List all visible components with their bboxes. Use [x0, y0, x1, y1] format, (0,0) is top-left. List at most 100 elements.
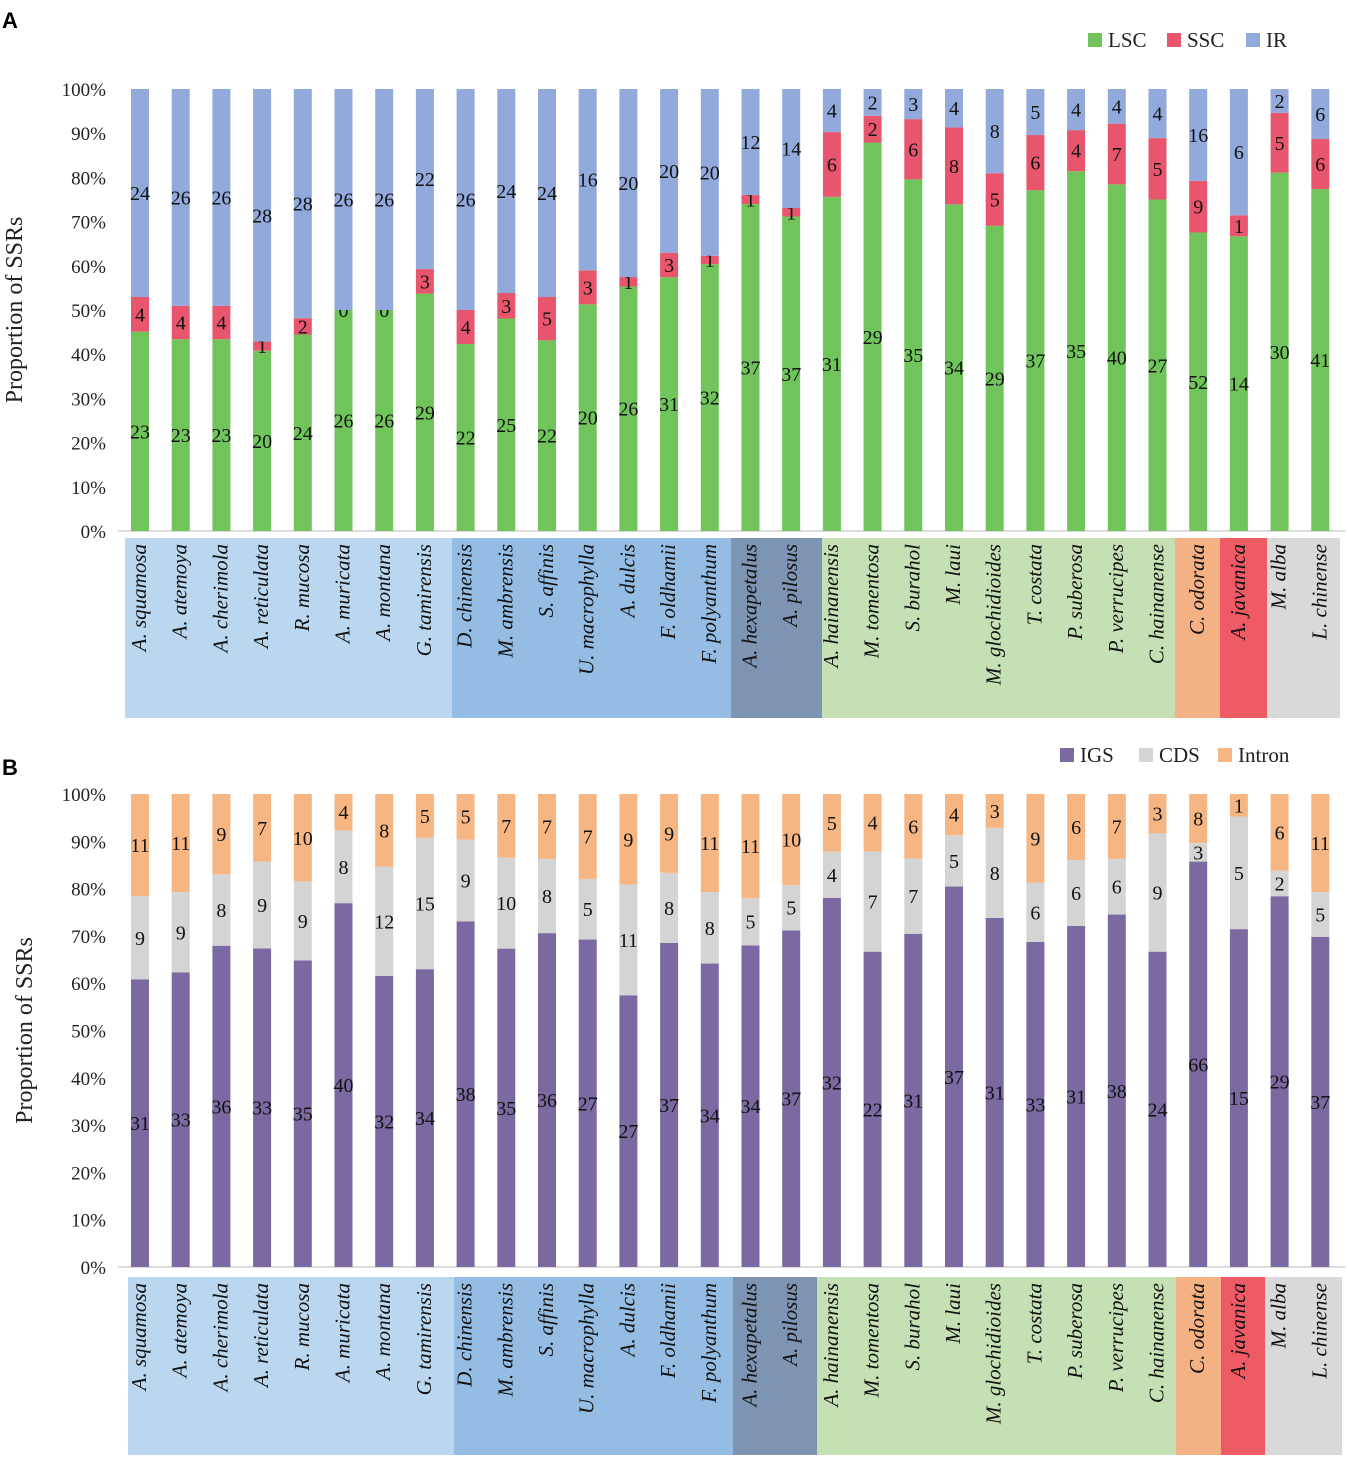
- data-label-lsc-a: 32: [700, 388, 720, 410]
- y-tick-label-a: 20%: [71, 434, 106, 455]
- data-label-igs-b: 37: [944, 1067, 964, 1089]
- data-label-ir-a: 20: [700, 162, 720, 184]
- y-tick-label-a: 0%: [81, 522, 107, 543]
- bar-lsc-a: [334, 310, 353, 531]
- bar-ssc-a: [1026, 135, 1045, 191]
- data-label-lsc-a: 26: [334, 411, 354, 433]
- data-label-intron-b: 9: [216, 824, 226, 846]
- bar-lsc-a: [293, 334, 312, 531]
- species-label-a: A. pilosus: [778, 544, 802, 629]
- bar-cds-b: [171, 892, 190, 973]
- bar-lsc-a: [863, 142, 882, 532]
- bar-igs-b: [497, 948, 516, 1267]
- data-label-ir-a: 26: [211, 187, 231, 209]
- data-label-cds-b: 15: [415, 893, 435, 915]
- data-label-ir-a: 20: [618, 173, 638, 195]
- bar-igs-b: [1107, 914, 1126, 1267]
- y-tick-label-a: 70%: [71, 213, 106, 234]
- data-label-igs-b: 37: [659, 1095, 679, 1117]
- data-label-cds-b: 11: [619, 930, 638, 952]
- species-label-b: D. chinensis: [453, 1283, 477, 1388]
- data-label-ir-a: 6: [1234, 142, 1244, 164]
- data-label-lsc-a: 23: [211, 425, 231, 447]
- data-label-intron-b: 10: [293, 828, 313, 850]
- data-label-ssc-a: 3: [664, 255, 674, 277]
- species-label-b: S. affinis: [534, 1283, 558, 1357]
- data-label-lsc-a: 14: [1229, 374, 1249, 396]
- species-label-b: R. mucosa: [290, 1283, 314, 1372]
- bar-ir-a: [660, 89, 679, 253]
- y-tick-label-b: 80%: [71, 880, 106, 901]
- data-label-igs-b: 27: [618, 1121, 638, 1143]
- bar-intron-b: [1229, 794, 1248, 817]
- y-tick-label-a: 30%: [71, 389, 106, 410]
- bar-intron-b: [131, 794, 149, 897]
- legend-label-a: SSC: [1187, 28, 1224, 52]
- species-label-a: A. hainanensis: [819, 544, 843, 670]
- data-label-intron-b: 7: [501, 816, 511, 838]
- data-label-ir-a: 24: [130, 183, 150, 205]
- bar-ir-a: [538, 89, 556, 297]
- data-label-lsc-a: 37: [1025, 351, 1045, 373]
- bar-intron-b: [1067, 794, 1086, 860]
- bar-ir-a: [619, 89, 638, 278]
- bar-ir-a: [1107, 89, 1126, 124]
- bar-ir-a: [415, 89, 434, 270]
- bar-igs-b: [1189, 861, 1208, 1267]
- bar-lsc-a: [171, 339, 190, 531]
- data-label-ssc-a: 5: [542, 309, 552, 331]
- bar-ssc-a: [1189, 180, 1208, 233]
- data-label-cds-b: 12: [374, 911, 394, 933]
- bar-cds-b: [1026, 882, 1045, 942]
- data-label-intron-b: 11: [171, 833, 190, 855]
- bar-ir-a: [497, 89, 516, 293]
- data-label-igs-b: 36: [537, 1090, 557, 1112]
- data-label-igs-b: 38: [1107, 1081, 1127, 1103]
- data-label-intron-b: 7: [583, 826, 593, 848]
- bar-lsc-a: [985, 225, 1004, 532]
- bar-igs-b: [700, 963, 719, 1267]
- bar-intron-b: [212, 794, 231, 875]
- data-label-intron-b: 7: [257, 818, 267, 840]
- data-label-ir-a: 26: [456, 190, 476, 212]
- data-label-ir-a: 4: [949, 98, 959, 120]
- species-label-b: P. suberosa: [1063, 1283, 1087, 1380]
- bar-ir-a: [456, 89, 475, 310]
- data-label-ir-a: 26: [334, 190, 354, 212]
- bar-lsc-a: [741, 203, 760, 532]
- data-label-ssc-a: 1: [1234, 216, 1244, 238]
- bar-ssc-a: [822, 132, 841, 197]
- bar-ssc-a: [985, 173, 1004, 226]
- data-label-igs-b: 38: [456, 1084, 476, 1106]
- data-label-intron-b: 9: [623, 829, 633, 851]
- group-strip-b: [1176, 1277, 1221, 1455]
- bar-ir-a: [822, 89, 841, 133]
- data-label-ssc-a: 7: [1112, 144, 1122, 166]
- bar-igs-b: [904, 933, 923, 1267]
- species-label-a: A. squamosa: [127, 544, 151, 653]
- data-label-cds-b: 5: [1315, 904, 1325, 926]
- species-label-a: A. reticulata: [249, 544, 273, 650]
- data-label-igs-b: 31: [1066, 1087, 1086, 1109]
- species-label-a: C. odorata: [1185, 544, 1209, 635]
- bar-intron-b: [904, 794, 923, 859]
- bar-ssc-a: [1229, 215, 1248, 237]
- data-label-lsc-a: 20: [252, 431, 272, 453]
- species-label-b: M. alba: [1267, 1283, 1291, 1349]
- data-label-cds-b: 5: [746, 912, 756, 934]
- data-label-igs-b: 15: [1229, 1088, 1249, 1110]
- bar-cds-b: [1270, 870, 1289, 897]
- bar-ssc-a: [1107, 123, 1126, 185]
- data-label-cds-b: 5: [1234, 863, 1244, 885]
- data-label-ssc-a: 2: [298, 316, 308, 338]
- species-label-b: G. tamirensis: [412, 1283, 436, 1395]
- bar-intron-b: [782, 794, 801, 885]
- bar-intron-b: [456, 794, 475, 840]
- bar-ssc-a: [782, 208, 801, 217]
- bar-ir-a: [904, 89, 923, 120]
- bar-ssc-a: [904, 119, 923, 180]
- bar-intron-b: [1270, 794, 1289, 871]
- species-label-b: M. tomentosa: [860, 1283, 884, 1398]
- bar-cds-b: [1148, 833, 1167, 952]
